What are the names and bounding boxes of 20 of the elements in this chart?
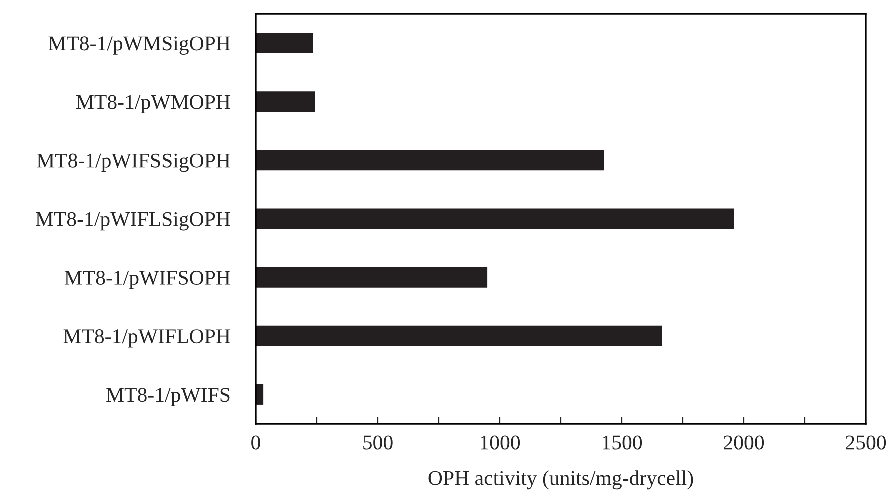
- bar: [256, 33, 314, 54]
- x-tick-label: 1500: [603, 436, 642, 450]
- y-tick-label: MT8-1/pWIFS: [106, 388, 230, 406]
- bar: [256, 92, 316, 112]
- bar: [256, 267, 488, 288]
- bar: [256, 208, 734, 230]
- x-tick-label: 1000: [481, 436, 520, 450]
- x-tick-label: 2000: [724, 436, 764, 450]
- y-tick-label: MT8-1/pWMOPH: [76, 95, 230, 114]
- y-tick-label: MT8-1/pWIFSSigOPH: [37, 154, 230, 172]
- x-tick-label: 500: [364, 436, 393, 450]
- y-tick-label: MT8-1/pWIFLSigOPH: [36, 212, 230, 231]
- y-tick-label: MT8-1/pWIFSOPH: [64, 270, 230, 290]
- bar: [256, 150, 604, 171]
- x-axis-title: OPH activity (units/mg-drycell): [428, 470, 694, 490]
- x-tick-label: 2500: [846, 436, 886, 450]
- bar: [256, 326, 662, 346]
- y-tick-label: MT8-1/pWIFLOPH: [64, 330, 230, 348]
- x-tick-label: 0: [252, 436, 260, 450]
- y-tick-label: MT8-1/pWMSigOPH: [48, 36, 230, 55]
